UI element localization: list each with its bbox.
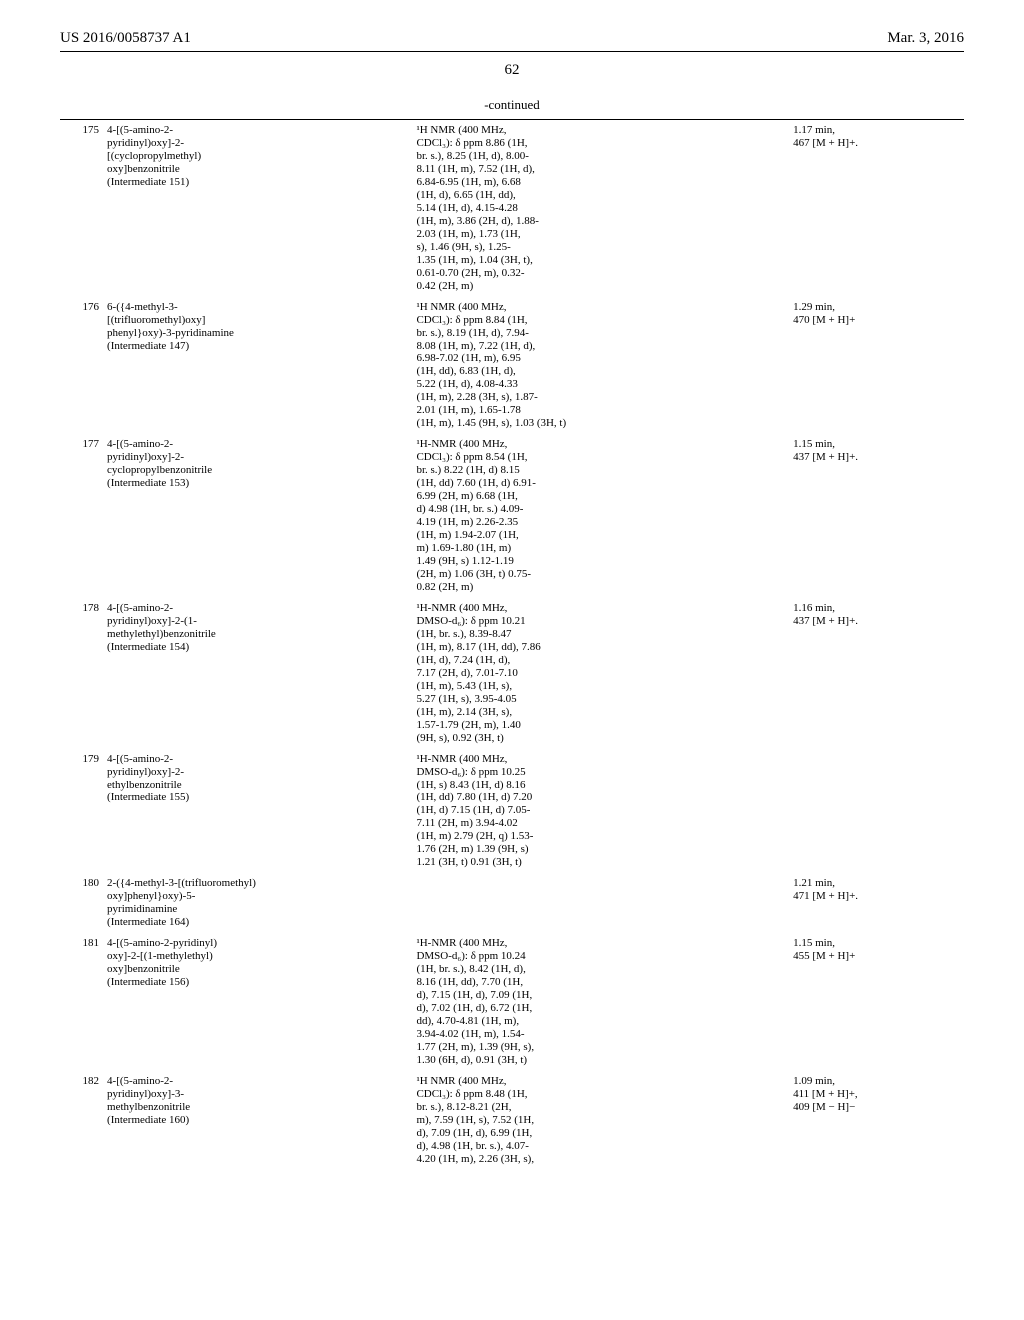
row-index: 180 [60,877,103,937]
retention-time [789,753,964,878]
patent-number: US 2016/0058737 A1 [60,30,191,47]
table-row: 1766-({4-methyl-3- [(trifluoromethyl)oxy… [60,301,964,439]
retention-time: 1.17 min, 467 [M + H]+. [789,124,964,301]
retention-time: 1.29 min, 470 [M + H]+ [789,301,964,439]
compound-name: 4-[(5-amino-2- pyridinyl)oxy]-2-(1- meth… [103,602,412,753]
retention-time: 1.09 min, 411 [M + H]+, 409 [M − H]− [789,1075,964,1174]
header-rule [60,51,964,52]
row-index: 175 [60,124,103,301]
row-index: 177 [60,438,103,602]
nmr-data: ¹H-NMR (400 MHz, DMSO-d₆): δ ppm 10.24 (… [412,937,789,1075]
row-index: 176 [60,301,103,439]
compound-name: 4-[(5-amino-2-pyridinyl) oxy]-2-[(1-meth… [103,937,412,1075]
table-row: 1774-[(5-amino-2- pyridinyl)oxy]-2- cycl… [60,438,964,602]
nmr-data [412,877,789,937]
compound-table: 1754-[(5-amino-2- pyridinyl)oxy]-2- [(cy… [60,119,964,1174]
row-index: 179 [60,753,103,878]
compound-name: 4-[(5-amino-2- pyridinyl)oxy]-2- ethylbe… [103,753,412,878]
table-row: 1802-({4-methyl-3-[(trifluoromethyl) oxy… [60,877,964,937]
retention-time: 1.16 min, 437 [M + H]+. [789,602,964,753]
compound-name: 4-[(5-amino-2- pyridinyl)oxy]-2- [(cyclo… [103,124,412,301]
document-page: US 2016/0058737 A1 Mar. 3, 2016 62 -cont… [0,0,1024,1320]
nmr-data: ¹H NMR (400 MHz, CDCl₃): δ ppm 8.86 (1H,… [412,124,789,301]
compound-name: 2-({4-methyl-3-[(trifluoromethyl) oxy]ph… [103,877,412,937]
nmr-data: ¹H NMR (400 MHz, CDCl₃): δ ppm 8.48 (1H,… [412,1075,789,1174]
row-index: 178 [60,602,103,753]
table-row: 1754-[(5-amino-2- pyridinyl)oxy]-2- [(cy… [60,124,964,301]
table-row: 1824-[(5-amino-2- pyridinyl)oxy]-3- meth… [60,1075,964,1174]
table-row: 1794-[(5-amino-2- pyridinyl)oxy]-2- ethy… [60,753,964,878]
row-index: 181 [60,937,103,1075]
row-index: 182 [60,1075,103,1174]
retention-time: 1.15 min, 455 [M + H]+ [789,937,964,1075]
continued-label: -continued [60,97,964,113]
nmr-data: ¹H-NMR (400 MHz, DMSO-d₆): δ ppm 10.25 (… [412,753,789,878]
compound-name: 4-[(5-amino-2- pyridinyl)oxy]-3- methylb… [103,1075,412,1174]
table-row: 1814-[(5-amino-2-pyridinyl) oxy]-2-[(1-m… [60,937,964,1075]
nmr-data: ¹H-NMR (400 MHz, DMSO-d₆): δ ppm 10.21 (… [412,602,789,753]
compound-name: 4-[(5-amino-2- pyridinyl)oxy]-2- cyclopr… [103,438,412,602]
compound-name: 6-({4-methyl-3- [(trifluoromethyl)oxy] p… [103,301,412,439]
page-number: 62 [60,62,964,79]
retention-time: 1.21 min, 471 [M + H]+. [789,877,964,937]
retention-time: 1.15 min, 437 [M + H]+. [789,438,964,602]
table-row: 1784-[(5-amino-2- pyridinyl)oxy]-2-(1- m… [60,602,964,753]
nmr-data: ¹H-NMR (400 MHz, CDCl₃): δ ppm 8.54 (1H,… [412,438,789,602]
page-header: US 2016/0058737 A1 Mar. 3, 2016 [60,30,964,47]
publication-date: Mar. 3, 2016 [887,30,964,47]
nmr-data: ¹H NMR (400 MHz, CDCl₃): δ ppm 8.84 (1H,… [412,301,789,439]
